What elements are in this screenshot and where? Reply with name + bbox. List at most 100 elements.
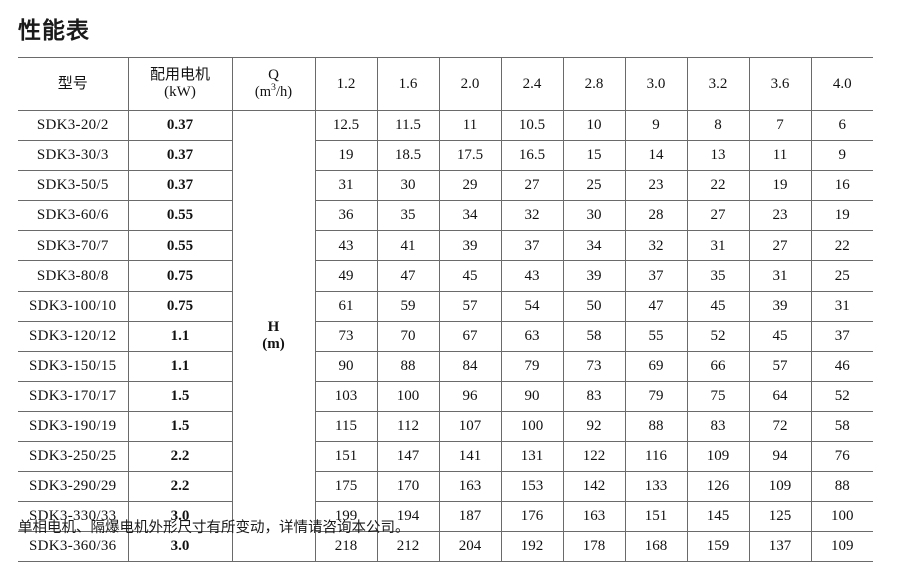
cell-head-value: 58 — [562, 320, 626, 352]
table-row: SDK3-50/5 0.37 31 30 29 27 25 23 22 19 16 — [18, 170, 873, 202]
cell-head-value: 15 — [562, 140, 626, 172]
cell-head-value: 142 — [562, 471, 626, 503]
cell-head-value: 73 — [562, 350, 626, 382]
cell-head-value: 100 — [810, 501, 873, 533]
cell-head-value: 43 — [500, 260, 564, 292]
cell-head-value: 70 — [376, 320, 440, 352]
cell-head-value: 32 — [500, 200, 564, 232]
cell-head-value: 79 — [624, 380, 688, 412]
cell-head-value: 7 — [748, 109, 812, 142]
cell-head-value: 63 — [500, 320, 564, 352]
table-row: SDK3-60/6 0.55 36 35 34 32 30 28 27 23 19 — [18, 200, 873, 232]
cell-model: SDK3-80/8 — [18, 260, 129, 292]
cell-head-value: 11 — [438, 109, 502, 142]
table-row: SDK3-190/19 1.5 115 112 107 100 92 88 83 72 58 — [18, 410, 873, 443]
cell-head-value: 25 — [562, 170, 626, 202]
cell-head-value: 46 — [810, 350, 873, 382]
cell-head-value: 147 — [376, 441, 440, 473]
cell-head-value: 153 — [500, 471, 564, 503]
cell-head-value: 55 — [624, 320, 688, 352]
cell-head-value: 16.5 — [500, 140, 564, 172]
cell-head-value: 10 — [562, 109, 626, 142]
cell-head-value: 133 — [624, 471, 688, 503]
cell-head-value: 39 — [562, 260, 626, 292]
cell-head-value: 83 — [562, 380, 626, 412]
cell-head-value: 90 — [500, 380, 564, 412]
cell-head-value: 29 — [438, 170, 502, 202]
cell-head-value: 31 — [686, 230, 750, 262]
cell-head-value: 14 — [624, 140, 688, 172]
cell-head-value: 137 — [748, 531, 812, 562]
cell-head-value: 92 — [562, 410, 626, 443]
cell-head-value: 163 — [562, 501, 626, 533]
table-row: SDK3-20/2 0.37 H (m) 12.5 11.5 11 10.5 10 9 8 7 6 — [18, 109, 873, 562]
cell-head-value: 39 — [438, 230, 502, 262]
cell-head-value: 79 — [500, 350, 564, 382]
cell-head-value: 159 — [686, 531, 750, 562]
cell-head-value: 109 — [810, 531, 873, 562]
cell-head-value: 83 — [686, 410, 750, 443]
header-flow-3.2: 3.2 — [686, 57, 750, 111]
page-title: 性能表 — [18, 17, 90, 43]
cell-head-value: 116 — [624, 441, 688, 473]
cell-head-value: 19 — [314, 140, 378, 172]
cell-head-value: 170 — [376, 471, 440, 503]
cell-head-value: 32 — [624, 230, 688, 262]
cell-head-value: 88 — [376, 350, 440, 382]
cell-head-value: 17.5 — [438, 140, 502, 172]
cell-head-value: 28 — [624, 200, 688, 232]
cell-model: SDK3-20/2 — [18, 109, 129, 142]
cell-model: SDK3-70/7 — [18, 230, 129, 262]
cell-head-value: 187 — [438, 501, 502, 533]
cell-motor-power: 3.0 — [127, 501, 233, 533]
cell-head-value: 37 — [500, 230, 564, 262]
cell-head-value: 18.5 — [376, 140, 440, 172]
header-motor-power: 配用电机 (kW) — [127, 57, 233, 111]
cell-head-value: 69 — [624, 350, 688, 382]
cell-head-value: 66 — [686, 350, 750, 382]
cell-head-value: 75 — [686, 380, 750, 412]
cell-head-value: 73 — [314, 320, 378, 352]
cell-head-value: 67 — [438, 320, 502, 352]
cell-head-value: 88 — [624, 410, 688, 443]
cell-motor-power: 2.2 — [127, 471, 233, 503]
table-row: SDK3-100/10 0.75 61 59 57 54 50 47 45 39 31 — [18, 290, 873, 322]
cell-head-value: 58 — [810, 410, 873, 443]
cell-head-value: 103 — [314, 380, 378, 412]
cell-head-value: 11 — [748, 140, 812, 172]
cell-head-value: 27 — [686, 200, 750, 232]
cell-head-value: 23 — [624, 170, 688, 202]
footnote-text: 单相电机、隔爆电机外形尺寸有所变动，详情请咨询本公司。 — [18, 520, 410, 536]
cell-head-value: 11.5 — [376, 109, 440, 142]
cell-head-value: 27 — [748, 230, 812, 262]
header-flow-rate: Q (m3/h) — [231, 57, 316, 111]
cell-head-value: 9 — [810, 140, 873, 172]
header-flow-2.8: 2.8 — [562, 57, 626, 111]
cell-head-value: 16 — [810, 170, 873, 202]
cell-model: SDK3-50/5 — [18, 170, 129, 202]
cell-head-value: 141 — [438, 441, 502, 473]
cell-motor-power: 2.2 — [127, 441, 233, 473]
cell-head-value: 45 — [748, 320, 812, 352]
cell-head-value: 64 — [748, 380, 812, 412]
header-model: 型号 — [18, 57, 129, 111]
cell-head-value: 45 — [686, 290, 750, 322]
cell-model: SDK3-30/3 — [18, 140, 129, 172]
cell-head-value: 178 — [562, 531, 626, 562]
cell-head-value: 96 — [438, 380, 502, 412]
header-motor-power-unit: (kW) — [164, 84, 196, 100]
cell-head-value: 175 — [314, 471, 378, 503]
cell-head-value: 57 — [748, 350, 812, 382]
cell-head-value: 30 — [562, 200, 626, 232]
cell-motor-power: 0.75 — [127, 260, 233, 292]
cell-head-value: 8 — [686, 109, 750, 142]
cell-motor-power: 1.1 — [127, 320, 233, 352]
cell-model: SDK3-250/25 — [18, 441, 129, 473]
cell-head-value: 22 — [686, 170, 750, 202]
cell-model: SDK3-170/17 — [18, 380, 129, 412]
cell-head-value: 72 — [748, 410, 812, 443]
cell-motor-power: 0.55 — [127, 230, 233, 262]
cell-head-value: 25 — [810, 260, 873, 292]
cell-model: SDK3-100/10 — [18, 290, 129, 322]
